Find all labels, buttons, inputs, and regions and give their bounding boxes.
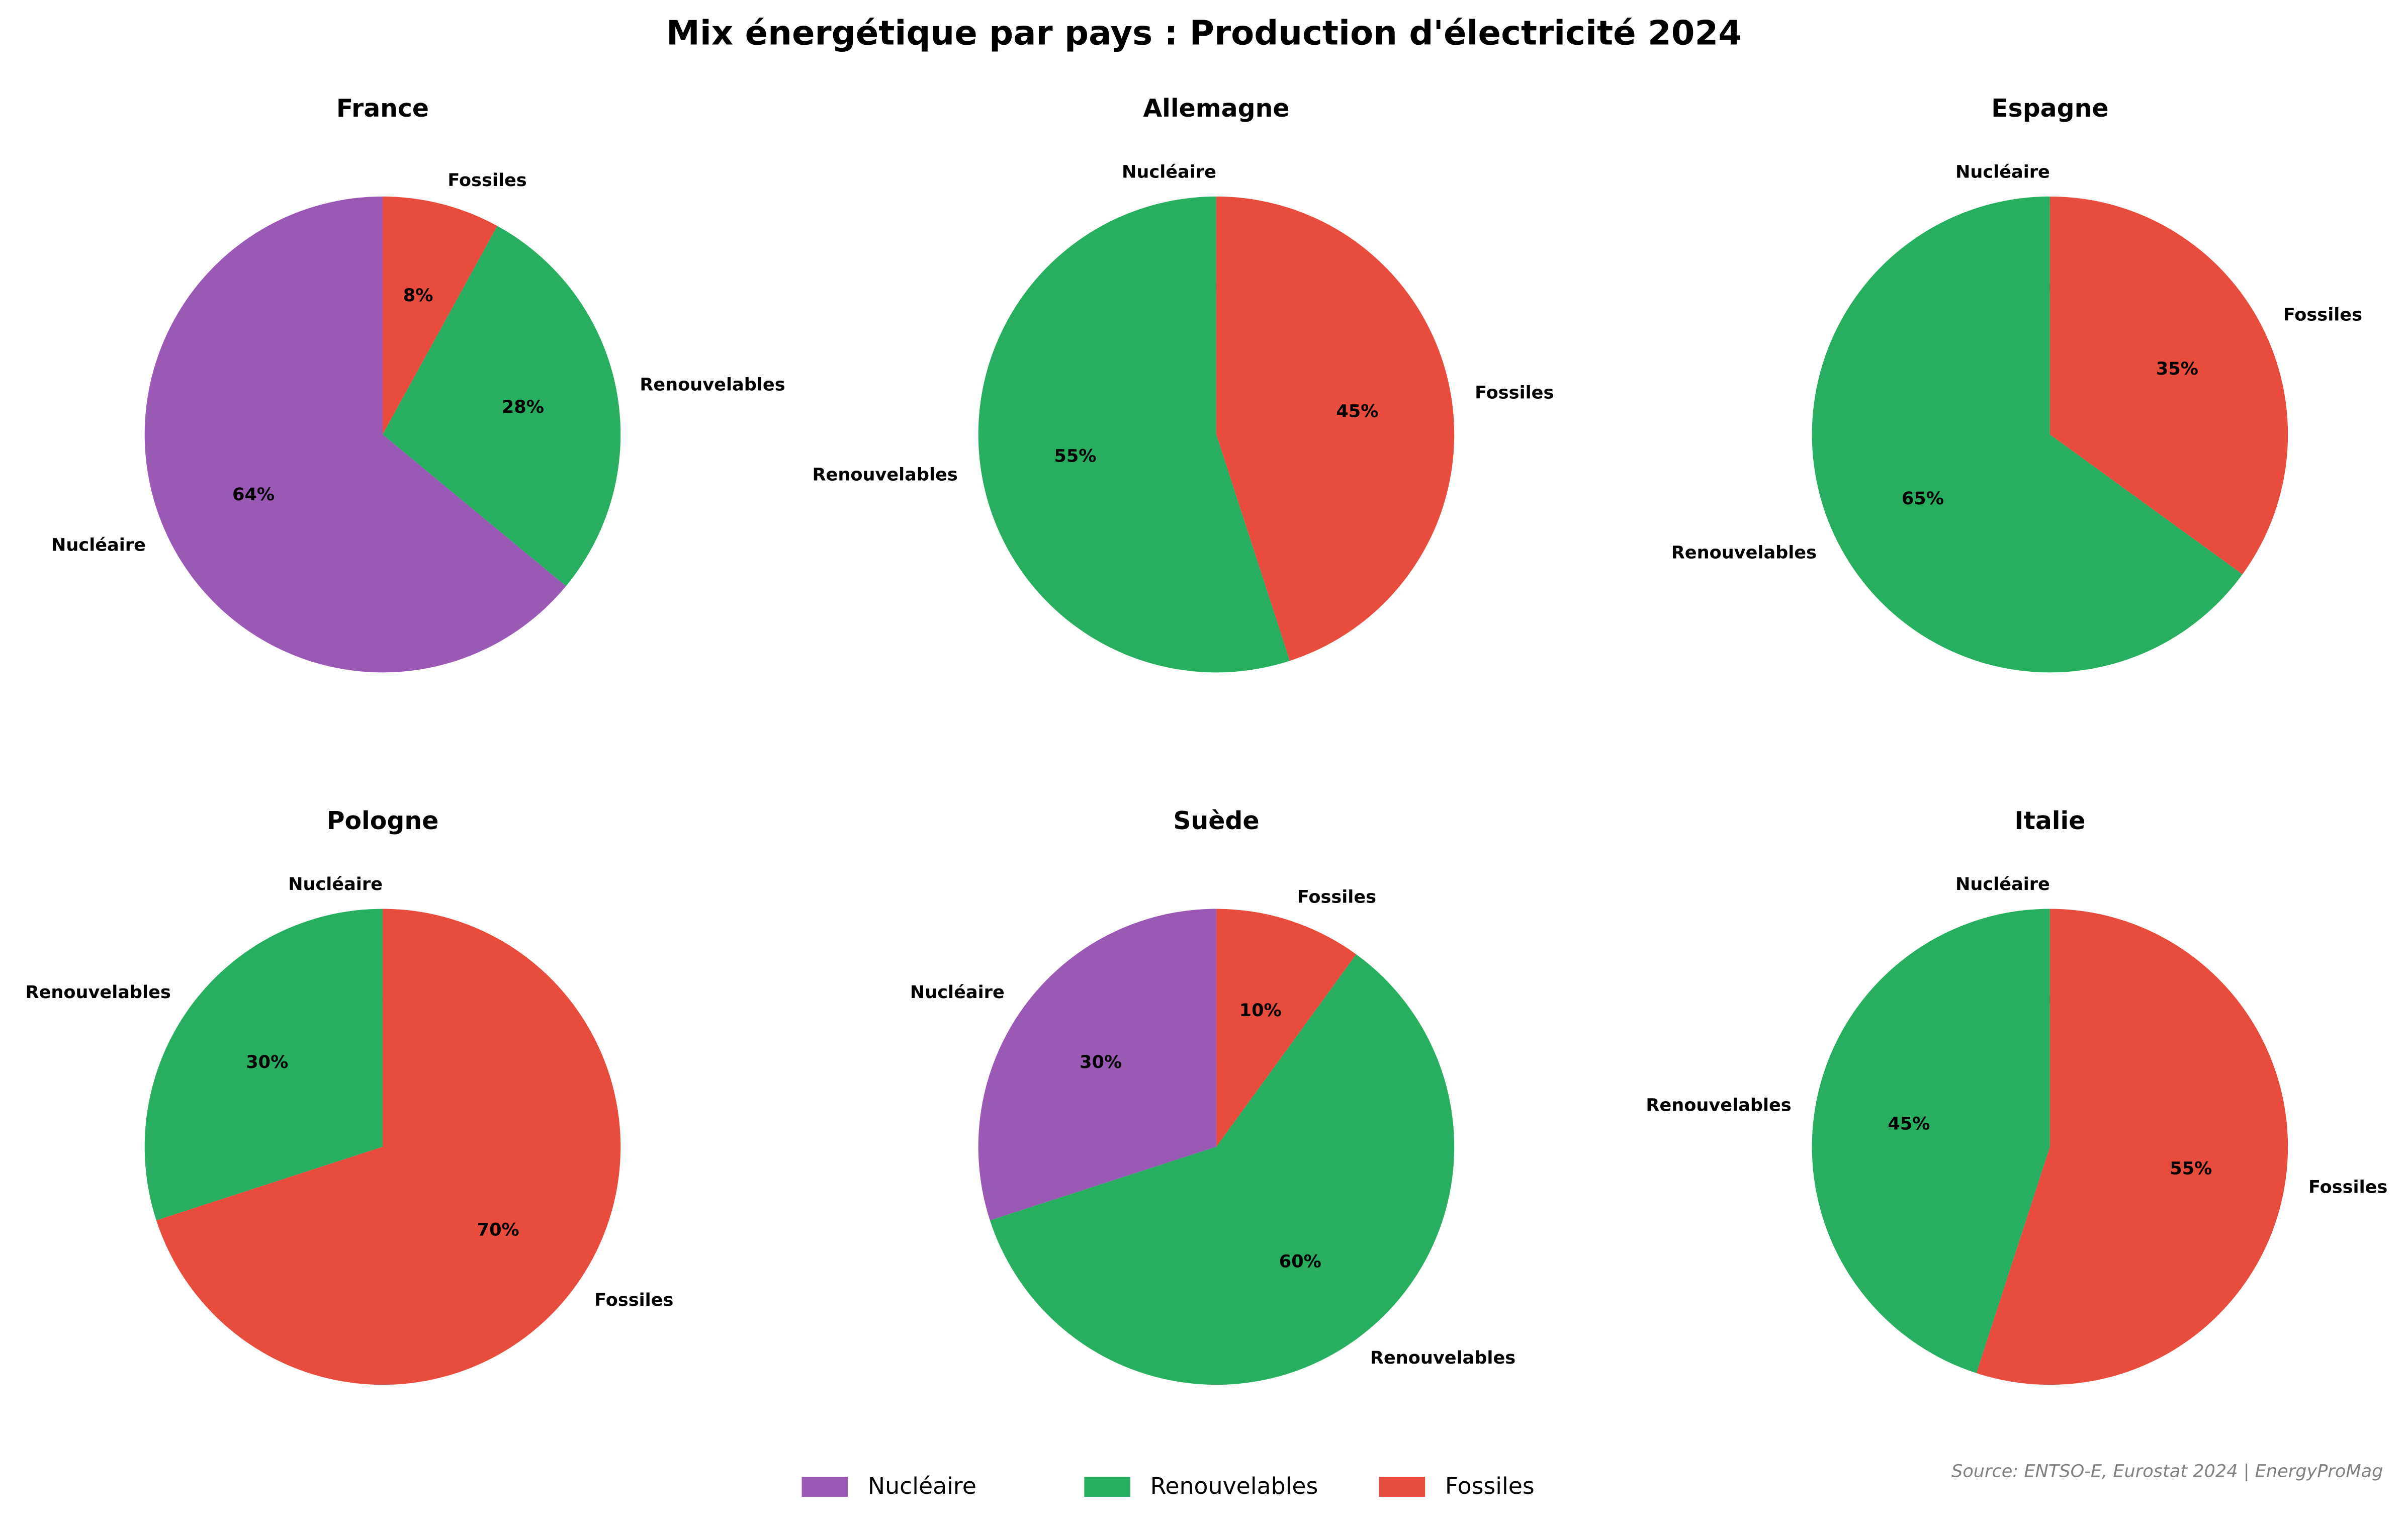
slice-label: Fossiles bbox=[1297, 887, 1376, 908]
pie-title: France bbox=[336, 94, 429, 123]
pie-slice-renouvelables bbox=[382, 226, 621, 586]
slice-label: Renouvelables bbox=[26, 982, 171, 1003]
legend-item-renouvelables: Renouvelables bbox=[1084, 1472, 1318, 1499]
pie-slice-nucleaire bbox=[144, 196, 566, 673]
slice-label: Renouvelables bbox=[1671, 542, 1817, 563]
slice-label: Nucléaire bbox=[1955, 874, 2050, 894]
pie-title: Allemagne bbox=[1143, 94, 1289, 123]
slice-percent-label: 64% bbox=[232, 484, 275, 505]
pie-slice-fossiles bbox=[382, 196, 497, 435]
pie-title: Italie bbox=[2014, 806, 2085, 835]
legend-label: Fossiles bbox=[1445, 1472, 1535, 1499]
legend-label: Renouvelables bbox=[1150, 1472, 1318, 1499]
slice-label: Renouvelables bbox=[640, 375, 785, 395]
slice-percent-label: 10% bbox=[1239, 1000, 1282, 1021]
pie-slice-fossiles bbox=[2049, 196, 2288, 575]
slice-label: Fossiles bbox=[1475, 383, 1554, 403]
pie-slice-fossiles bbox=[1216, 909, 1357, 1147]
slice-percent-label: 65% bbox=[1902, 488, 1944, 509]
slice-percent-label: 8% bbox=[403, 285, 433, 306]
pie-suede: Suède Nucléaire 30% Renouvelables 60% Fossile… bbox=[910, 806, 1515, 1385]
slice-percent-label: 30% bbox=[1080, 1052, 1122, 1072]
slice-percent-label: 35% bbox=[2156, 358, 2198, 379]
pie-espagne: EspagneNucléaire0%Renouvelables65%Fossil… bbox=[1671, 94, 2362, 673]
pie-slice-nucleaire bbox=[978, 909, 1216, 1221]
slice-label: Fossiles bbox=[594, 1290, 673, 1310]
pie-title: Suède bbox=[1173, 806, 1259, 835]
slice-percent-label: 45% bbox=[1336, 401, 1378, 422]
pie-charts: France Nucléaire 64% Renouvelables 28% Fossil… bbox=[26, 94, 2387, 1385]
slice-label: Nucléaire bbox=[51, 535, 146, 556]
legend-swatch bbox=[1379, 1477, 1425, 1497]
legend-swatch bbox=[1084, 1477, 1130, 1497]
pie-title: Espagne bbox=[1991, 94, 2108, 123]
pie-title: Pologne bbox=[327, 806, 439, 835]
slice-percent-label: 55% bbox=[1054, 446, 1096, 467]
pie-slice-renouvelables bbox=[1812, 196, 2243, 673]
pie-slice-renouvelables bbox=[990, 954, 1455, 1385]
slice-percent-label: 30% bbox=[246, 1052, 288, 1072]
pie-slice-fossiles bbox=[1216, 196, 1455, 661]
pie-slice-fossiles bbox=[156, 909, 621, 1385]
slice-label: Nucléaire bbox=[910, 982, 1005, 1003]
slice-label: Renouvelables bbox=[1646, 1095, 1791, 1115]
slice-percent-label: 55% bbox=[2170, 1158, 2212, 1179]
pie-france: France Nucléaire 64% Renouvelables 28% Fossil… bbox=[51, 94, 785, 673]
slice-percent-label: 28% bbox=[502, 397, 544, 417]
slice-percent-label: 60% bbox=[1279, 1251, 1321, 1272]
slice-percent-label: 45% bbox=[1888, 1113, 1930, 1134]
pie-slice-renouvelables bbox=[144, 909, 383, 1221]
legend-item-nucleaire: Nucléaire bbox=[801, 1472, 976, 1499]
slice-label: Nucléaire bbox=[1955, 161, 2050, 182]
pie-slice-fossiles bbox=[1976, 909, 2288, 1385]
legend-swatch bbox=[801, 1477, 848, 1497]
pie-pologne: PologneNucléaire0%Renouvelables30%Fossil… bbox=[26, 806, 673, 1385]
figure-title: Mix énergétique par pays : Production d'… bbox=[666, 14, 1742, 53]
legend-label: Nucléaire bbox=[868, 1472, 976, 1499]
slice-percent-label: 70% bbox=[477, 1220, 519, 1240]
pie-allemagne: AllemagneNucléaire0%Renouvelables55%Foss… bbox=[812, 94, 1554, 673]
legend: Nucléaire Renouvelables Fossiles bbox=[801, 1472, 1535, 1499]
legend-item-fossiles: Fossiles bbox=[1379, 1472, 1535, 1499]
slice-label: Fossiles bbox=[2308, 1177, 2387, 1197]
slice-label: Renouvelables bbox=[1370, 1348, 1515, 1368]
slice-label: Nucléaire bbox=[1122, 161, 1216, 182]
pie-slice-renouvelables bbox=[978, 196, 1290, 673]
pie-italie: ItalieNucléaire0%Renouvelables45%Fossile… bbox=[1646, 806, 2387, 1385]
slice-label: Nucléaire bbox=[288, 874, 383, 894]
slice-label: Fossiles bbox=[448, 170, 526, 191]
pie-slice-renouvelables bbox=[1812, 909, 2050, 1373]
slice-label: Fossiles bbox=[2283, 305, 2362, 325]
slice-label: Renouvelables bbox=[812, 465, 957, 485]
source-note: Source: ENTSO-E, Eurostat 2024 | EnergyP… bbox=[1951, 1461, 2383, 1481]
